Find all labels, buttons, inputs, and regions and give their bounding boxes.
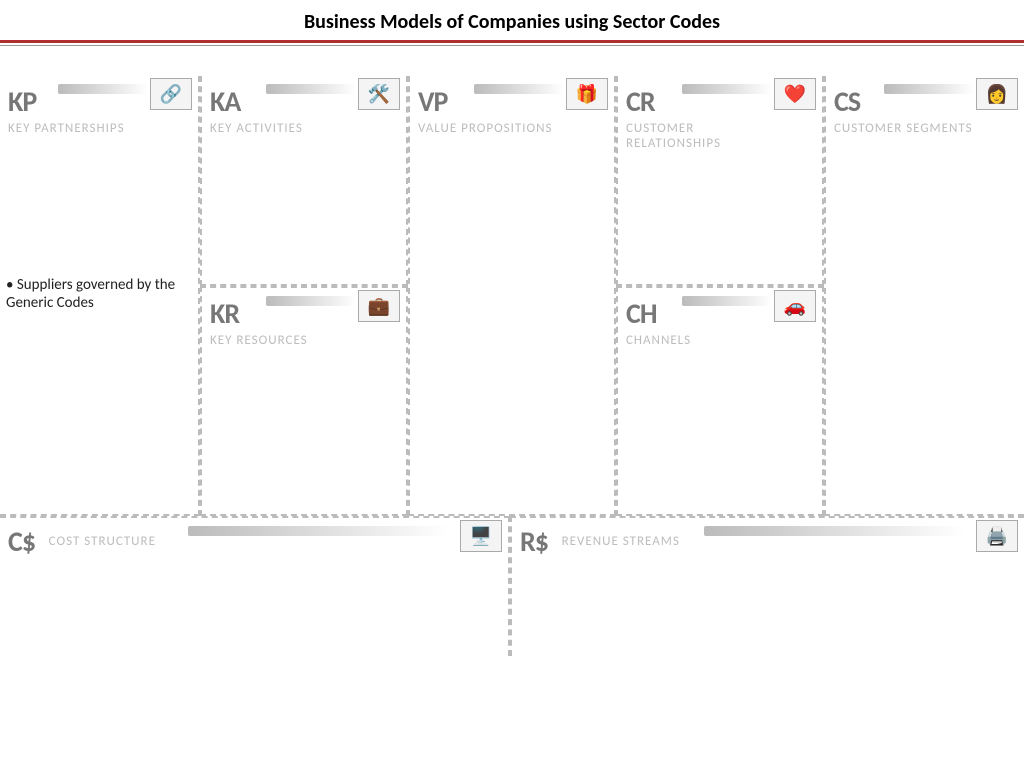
link-icon: 🔗 xyxy=(150,78,192,110)
block-code: R$ xyxy=(520,524,548,559)
block-label: CHANNELS xyxy=(626,333,814,348)
swoosh-icon xyxy=(474,84,564,94)
register-icon: 🖨️ xyxy=(976,520,1018,552)
swoosh-icon xyxy=(884,84,974,94)
block-header-kr: 💼 KR KEY RESOURCES xyxy=(202,288,406,348)
block-header-cost: 🖥️ C$ COST STRUCTURE xyxy=(0,518,508,559)
swoosh-icon xyxy=(682,296,772,306)
block-header-rev: 🖨️ R$ REVENUE STREAMS xyxy=(512,518,1024,559)
block-label: KEY RESOURCES xyxy=(210,333,398,348)
gift-icon: 🎁 xyxy=(566,78,608,110)
canvas: 🔗 KP KEY PARTNERSHIPS Suppliers governed… xyxy=(0,46,1024,766)
swoosh-icon xyxy=(266,84,356,94)
block-cr: ❤️ CR CUSTOMER RELATIONSHIPS xyxy=(616,76,824,286)
block-ch: 🚗 CH CHANNELS xyxy=(616,286,824,516)
block-label: KEY PARTNERSHIPS xyxy=(8,121,190,136)
block-label: REVENUE STREAMS xyxy=(562,534,680,549)
title-rule xyxy=(0,40,1024,43)
swoosh-icon xyxy=(188,526,448,536)
block-rev: 🖨️ R$ REVENUE STREAMS xyxy=(510,516,1024,656)
block-cost: 🖥️ C$ COST STRUCTURE xyxy=(0,516,510,656)
person-icon: 👩 xyxy=(976,78,1018,110)
block-label: COST STRUCTURE xyxy=(49,534,156,549)
page-title: Business Models of Companies using Secto… xyxy=(0,0,1024,40)
block-label: VALUE PROPOSITIONS xyxy=(418,121,606,136)
block-header-ch: 🚗 CH CHANNELS xyxy=(618,288,822,348)
swoosh-icon xyxy=(266,296,356,306)
swoosh-icon xyxy=(682,84,772,94)
block-label: CUSTOMER RELATIONSHIPS xyxy=(626,121,766,151)
block-ka: 🛠️ KA KEY ACTIVITIES xyxy=(200,76,408,286)
kp-bullet: Suppliers governed by the Generic Codes xyxy=(6,276,186,312)
spreadsheet-icon: 🖥️ xyxy=(460,520,502,552)
swoosh-icon xyxy=(704,526,964,536)
block-header-cs: 👩 CS CUSTOMER SEGMENTS xyxy=(826,76,1024,136)
block-label: CUSTOMER SEGMENTS xyxy=(834,121,974,136)
tools-icon: 🛠️ xyxy=(358,78,400,110)
block-cs: 👩 CS CUSTOMER SEGMENTS xyxy=(824,76,1024,516)
block-code: C$ xyxy=(8,524,35,559)
block-kr: 💼 KR KEY RESOURCES xyxy=(200,286,408,516)
page: Business Models of Companies using Secto… xyxy=(0,0,1024,768)
block-kp: 🔗 KP KEY PARTNERSHIPS Suppliers governed… xyxy=(0,76,200,516)
block-header-kp: 🔗 KP KEY PARTNERSHIPS xyxy=(0,76,198,136)
block-header-ka: 🛠️ KA KEY ACTIVITIES xyxy=(202,76,406,136)
block-header-vp: 🎁 VP VALUE PROPOSITIONS xyxy=(410,76,614,136)
briefcase-icon: 💼 xyxy=(358,290,400,322)
swoosh-icon xyxy=(58,84,148,94)
block-header-cr: ❤️ CR CUSTOMER RELATIONSHIPS xyxy=(618,76,822,151)
block-vp: 🎁 VP VALUE PROPOSITIONS xyxy=(408,76,616,516)
heart-icon: ❤️ xyxy=(774,78,816,110)
car-icon: 🚗 xyxy=(774,290,816,322)
block-label: KEY ACTIVITIES xyxy=(210,121,398,136)
